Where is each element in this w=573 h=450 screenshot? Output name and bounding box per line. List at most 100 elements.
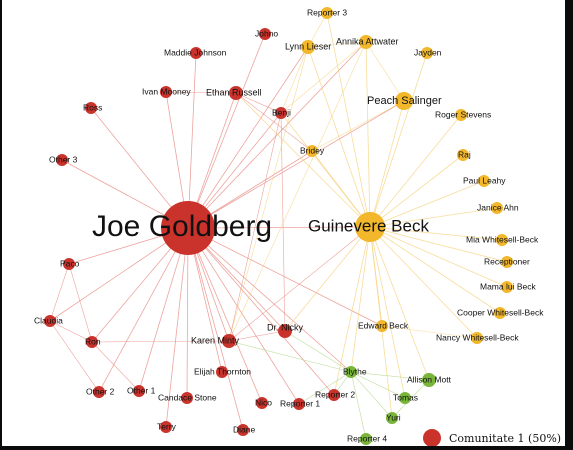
node-janice[interactable]	[491, 202, 503, 214]
edge-blythe-yuri	[350, 371, 393, 419]
legend-label: Comunitate 1 (50%)	[449, 432, 561, 445]
node-label-allison: Allison Mott	[407, 374, 452, 384]
node-johno[interactable]	[259, 28, 271, 40]
edge-ron-other1	[91, 341, 140, 392]
node-ron[interactable]	[86, 336, 98, 348]
node-candace[interactable]	[181, 392, 193, 404]
edge-guin-nancy	[369, 226, 478, 339]
edge-edward-nancy	[381, 325, 478, 339]
node-label-ron: Ron	[85, 336, 101, 346]
edge-claudia-ron	[49, 320, 93, 343]
node-label-other2: Other 2	[86, 386, 115, 396]
edge-guin-nicky	[284, 226, 371, 332]
node-label-jayden: Jayden	[414, 47, 442, 57]
edge-ethan-benji	[235, 92, 282, 114]
node-label-janice: Janice Ahn	[477, 202, 519, 212]
node-guin[interactable]	[355, 212, 385, 242]
node-annika[interactable]	[359, 35, 373, 49]
node-bridey[interactable]	[306, 145, 318, 157]
node-roger[interactable]	[455, 109, 467, 121]
node-rep4[interactable]	[360, 433, 372, 445]
node-edward[interactable]	[376, 320, 388, 332]
edge-claudia-other2	[49, 320, 100, 393]
edge-guin-jayden	[369, 52, 428, 228]
node-label-peach: Peach Salinger	[367, 95, 442, 107]
edge-joe-guin	[187, 226, 371, 229]
node-tomas[interactable]	[399, 392, 411, 404]
node-rep2[interactable]	[328, 389, 340, 401]
node-ross[interactable]	[85, 102, 97, 114]
node-karen[interactable]	[222, 334, 236, 348]
edge-benji-nicky	[280, 112, 286, 332]
node-other3[interactable]	[56, 154, 68, 166]
node-label-guin: Guinevere Beck	[308, 216, 429, 235]
edge-guin-rep2	[333, 226, 371, 396]
node-ethan[interactable]	[229, 86, 243, 100]
node-label-terry: Terry	[157, 421, 177, 431]
node-lynn[interactable]	[301, 40, 315, 54]
node-label-rep2: Reporter 2	[315, 389, 355, 399]
edge-ivan-ethan	[165, 91, 237, 94]
node-nico[interactable]	[256, 397, 268, 409]
edge-guin-cooper	[369, 226, 501, 314]
node-ivan[interactable]	[160, 86, 172, 98]
node-label-joe: Joe Goldberg	[92, 210, 272, 243]
node-mama[interactable]	[501, 281, 513, 293]
node-label-benji: Benji	[272, 107, 291, 117]
node-terry[interactable]	[160, 421, 172, 433]
node-rep1[interactable]	[293, 398, 305, 410]
node-label-annika: Annika Attwater	[336, 36, 399, 46]
node-diane[interactable]	[237, 424, 249, 436]
edge-guin-roger	[369, 114, 462, 228]
node-nicky[interactable]	[278, 324, 292, 338]
node-benji[interactable]	[275, 107, 287, 119]
node-label-nancy: Nancy Whitesell-Beck	[436, 332, 519, 342]
node-label-rep3: Reporter 3	[307, 7, 347, 17]
node-recep[interactable]	[501, 256, 513, 268]
edge-guin-raj	[369, 154, 464, 228]
edge-paco-ron	[68, 263, 93, 343]
node-nancy[interactable]	[471, 332, 483, 344]
node-allison[interactable]	[422, 373, 436, 387]
edge-joe-candace	[186, 227, 189, 399]
node-joe[interactable]	[161, 201, 215, 255]
edge-guin-tomas	[369, 226, 406, 399]
node-elijah[interactable]	[216, 366, 228, 378]
edge-guin-paul	[369, 180, 485, 228]
node-label-karen: Karen Minty	[191, 335, 240, 345]
edge-benji-karen	[228, 112, 282, 342]
node-label-elijah: Elijah Thornton	[194, 366, 251, 376]
node-label-ethan: Ethan Russell	[206, 87, 262, 97]
node-raj[interactable]	[457, 149, 469, 161]
edge-joe-rep2	[187, 227, 335, 396]
node-rep3[interactable]	[321, 7, 333, 19]
edge-blythe-karen	[228, 340, 352, 373]
node-label-claudia: Claudia	[34, 315, 63, 325]
edge-joe-nico	[187, 227, 263, 404]
node-label-candace: Candace Stone	[158, 392, 217, 402]
edge-annika-peach	[365, 41, 405, 102]
edge-guin-peach	[369, 100, 405, 228]
node-label-ivan: Ivan Mooney	[142, 86, 191, 96]
node-yuri[interactable]	[386, 412, 398, 424]
node-other1[interactable]	[133, 385, 145, 397]
node-paul[interactable]	[478, 175, 490, 187]
node-mia[interactable]	[496, 234, 508, 246]
node-blythe[interactable]	[345, 366, 357, 378]
node-claudia[interactable]	[44, 315, 56, 327]
node-label-yuri: Yuri	[386, 412, 401, 422]
node-paco[interactable]	[63, 258, 75, 270]
node-jayden[interactable]	[421, 47, 433, 59]
node-label-other1: Other 1	[127, 385, 156, 395]
edge-ethan-bridey	[235, 92, 313, 152]
edge-joe-diane	[187, 227, 244, 431]
node-maddie[interactable]	[190, 47, 202, 59]
node-peach[interactable]	[395, 92, 413, 110]
node-label-other3: Other 3	[49, 154, 78, 164]
node-other2[interactable]	[93, 386, 105, 398]
edge-guin-allison	[369, 226, 430, 381]
node-label-roger: Roger Stevens	[435, 109, 491, 119]
node-label-paco: Paco	[60, 258, 80, 268]
node-cooper[interactable]	[494, 307, 506, 319]
